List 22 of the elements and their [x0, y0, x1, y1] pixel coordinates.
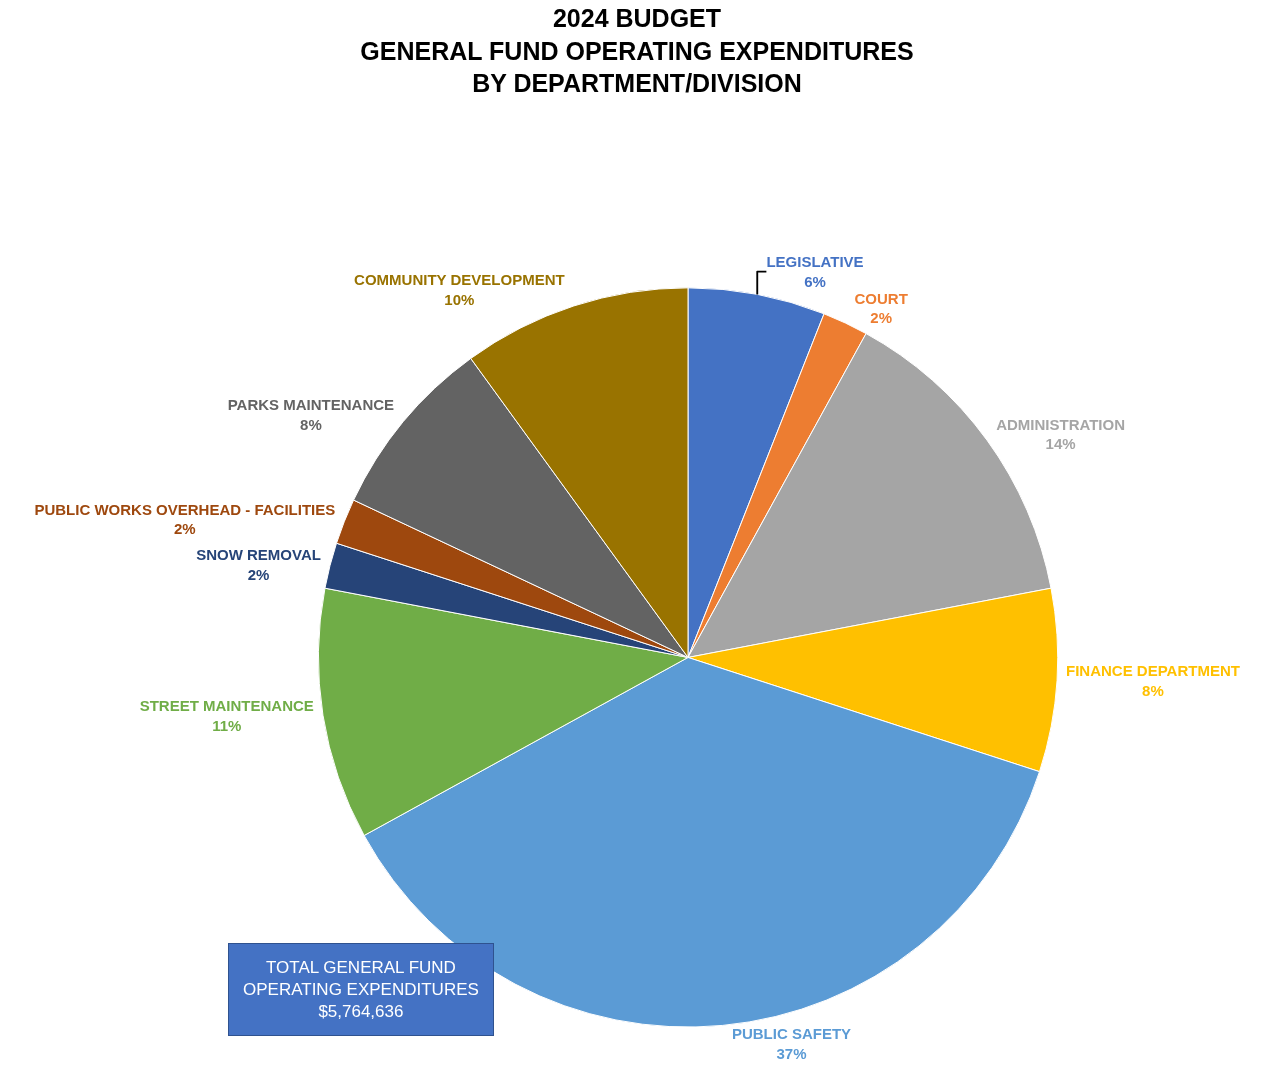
data-label: 10%	[444, 290, 475, 308]
data-label: 2%	[247, 565, 270, 583]
slice-label: STREET MAINTENANCE	[139, 697, 314, 715]
slice-label: LEGISLATIVE	[766, 253, 864, 271]
text: TOTAL GENERAL FUND OPERATING EXPENDITURES $5,764,636	[243, 958, 479, 1022]
data-label: 2%	[173, 520, 196, 538]
slice-label: FINANCE DEPARTMENT	[1066, 662, 1240, 680]
data-label: 11%	[212, 716, 242, 734]
slice-label: PARKS MAINTENANCE	[227, 396, 395, 414]
data-label: 37%	[776, 1044, 807, 1062]
slice-label: SNOW REMOVAL	[196, 546, 321, 564]
data-label: 6%	[804, 272, 826, 290]
data-label: 8%	[300, 415, 322, 433]
data-label: 8%	[1142, 681, 1164, 699]
slice-label: ADMINISTRATION	[996, 415, 1126, 433]
chart-title: 2024 BUDGET GENERAL FUND OPERATING EXPENDITURES BY DEPARTMENT/DIVISION	[360, 4, 914, 98]
data-label: 14%	[1045, 435, 1076, 453]
data-label: 2%	[870, 309, 892, 327]
slice-label: COURT	[854, 289, 908, 307]
slice-label: COMMUNITY DEVELOPMENT	[354, 271, 565, 289]
slice-label: PUBLIC SAFETY	[731, 1025, 852, 1043]
slice-label: PUBLIC WORKS OVERHEAD - FACILITIES	[34, 500, 336, 518]
